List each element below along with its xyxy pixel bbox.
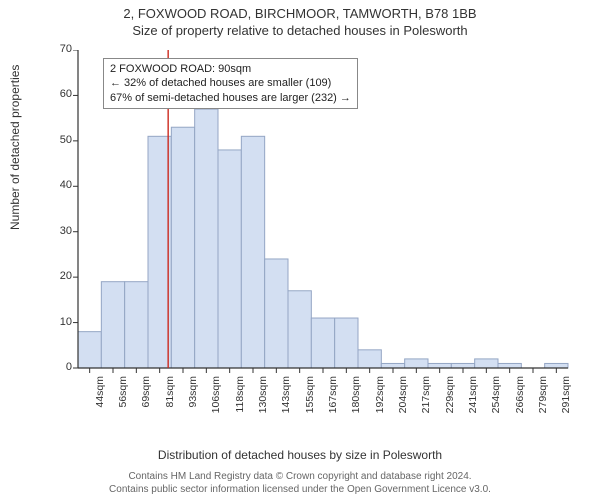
footer-line2: Contains public sector information licen… bbox=[0, 484, 600, 497]
x-tick-label: 44sqm bbox=[94, 376, 106, 424]
x-tick-label: 279sqm bbox=[537, 376, 549, 424]
x-axis-label: Distribution of detached houses by size … bbox=[0, 448, 600, 462]
x-tick-label: 291sqm bbox=[560, 376, 572, 424]
x-tick-label: 204sqm bbox=[397, 376, 409, 424]
page-title-line1: 2, FOXWOOD ROAD, BIRCHMOOR, TAMWORTH, B7… bbox=[0, 6, 600, 21]
x-tick-label: 106sqm bbox=[210, 376, 222, 424]
x-tick-label: 241sqm bbox=[467, 376, 479, 424]
y-tick-label: 20 bbox=[48, 270, 72, 282]
annotation-line2: ← 32% of detached houses are smaller (10… bbox=[110, 76, 351, 90]
x-tick-label: 56sqm bbox=[117, 376, 129, 424]
y-tick-label: 70 bbox=[48, 43, 72, 55]
y-tick-label: 10 bbox=[48, 316, 72, 328]
footer-attribution: Contains HM Land Registry data © Crown c… bbox=[0, 471, 600, 496]
y-tick-label: 30 bbox=[48, 225, 72, 237]
x-tick-label: 254sqm bbox=[490, 376, 502, 424]
x-tick-label: 69sqm bbox=[140, 376, 152, 424]
annotation-box: 2 FOXWOOD ROAD: 90sqm ← 32% of detached … bbox=[103, 58, 358, 109]
x-tick-label: 118sqm bbox=[234, 376, 246, 424]
y-axis-label: Number of detached properties bbox=[8, 65, 22, 230]
x-tick-label: 130sqm bbox=[257, 376, 269, 424]
x-tick-label: 155sqm bbox=[304, 376, 316, 424]
x-tick-label: 217sqm bbox=[420, 376, 432, 424]
y-tick-label: 60 bbox=[48, 88, 72, 100]
x-tick-label: 81sqm bbox=[164, 376, 176, 424]
chart-area: 2 FOXWOOD ROAD: 90sqm ← 32% of detached … bbox=[58, 50, 578, 430]
x-tick-label: 229sqm bbox=[444, 376, 456, 424]
x-tick-label: 180sqm bbox=[350, 376, 362, 424]
y-tick-label: 0 bbox=[48, 361, 72, 373]
x-tick-label: 192sqm bbox=[374, 376, 386, 424]
annotation-line1: 2 FOXWOOD ROAD: 90sqm bbox=[110, 62, 351, 76]
x-tick-label: 143sqm bbox=[280, 376, 292, 424]
x-tick-label: 93sqm bbox=[187, 376, 199, 424]
y-tick-label: 50 bbox=[48, 134, 72, 146]
annotation-line3: 67% of semi-detached houses are larger (… bbox=[110, 91, 351, 105]
y-tick-label: 40 bbox=[48, 179, 72, 191]
footer-line1: Contains HM Land Registry data © Crown c… bbox=[0, 471, 600, 484]
x-tick-label: 266sqm bbox=[514, 376, 526, 424]
page-title-line2: Size of property relative to detached ho… bbox=[0, 23, 600, 38]
x-tick-label: 167sqm bbox=[327, 376, 339, 424]
